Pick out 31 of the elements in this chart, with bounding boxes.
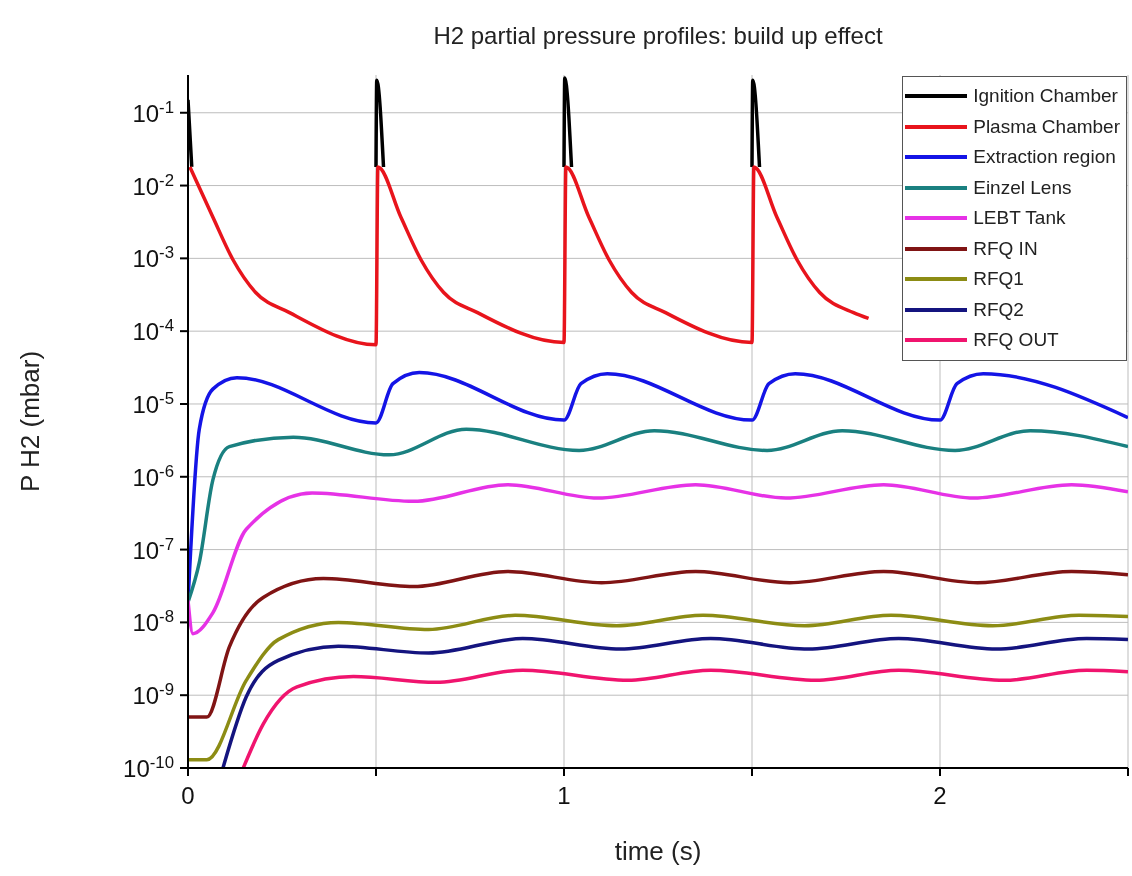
legend-label: Einzel Lens	[973, 175, 1072, 200]
y-tick-label: 10$^{-4}$	[132, 315, 174, 346]
line-series	[188, 569, 1128, 719]
y-tick-label: 10$^{-1}$	[132, 97, 174, 127]
line-series	[188, 165, 871, 347]
line-series	[188, 482, 1128, 636]
y-tick-label: 10$^{-6}$	[132, 461, 174, 491]
legend-label: RFQ OUT	[973, 328, 1059, 352]
legend-label: Ignition Chamber	[973, 84, 1118, 108]
legend-label: RFQ1	[973, 267, 1024, 291]
legend-label: Plasma Chamber	[973, 114, 1120, 139]
legend-label: RFQ2	[973, 297, 1024, 322]
y-tick-label: 10$^{-10}$	[123, 752, 174, 782]
legend-label: RFQ IN	[973, 236, 1038, 261]
legend-label: LEBT Tank	[973, 206, 1066, 230]
line-series	[188, 613, 1128, 762]
y-axis-title: P H2 (mbar)	[15, 350, 46, 493]
y-tick-label: 10$^{-3}$	[132, 242, 174, 273]
line-series	[221, 636, 1128, 768]
chart-title: H2 partial pressure profiles: build up effect	[432, 22, 884, 50]
y-tick-label: 10$^{-7}$	[132, 534, 174, 564]
y-tick-label: 10$^{-5}$	[132, 388, 174, 418]
line-series	[241, 668, 1128, 768]
y-tick-label: 10$^{-2}$	[132, 170, 174, 200]
y-tick-label: 10$^{-8}$	[132, 606, 174, 637]
x-tick-label: 1	[556, 782, 572, 810]
x-axis-title: time (s)	[614, 836, 702, 866]
x-tick-label: 0	[180, 782, 196, 810]
x-tick-label: 2	[932, 782, 948, 810]
y-tick-label: 10$^{-9}$	[132, 679, 174, 710]
legend-label: Extraction region	[973, 145, 1116, 169]
